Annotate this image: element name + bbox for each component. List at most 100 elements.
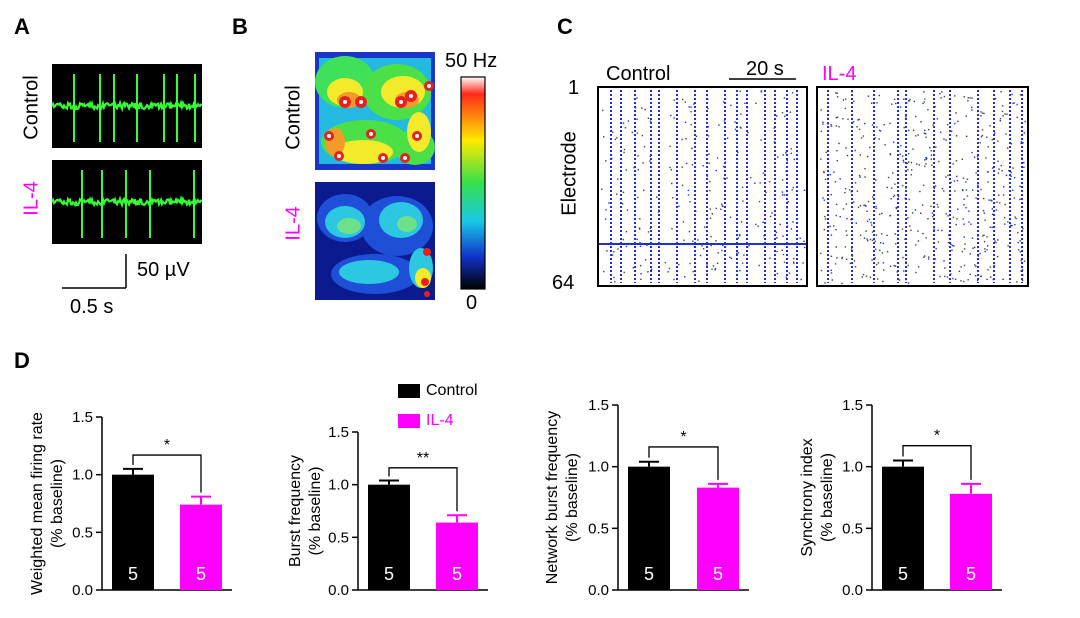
raster-spike — [616, 193, 618, 195]
raster-spike — [1005, 174, 1008, 177]
raster-spike — [961, 251, 963, 253]
raster-spike — [951, 249, 953, 251]
raster-spike — [1020, 140, 1022, 143]
raster-spike — [1012, 189, 1014, 191]
raster-spike — [747, 246, 749, 248]
raster-spike — [835, 214, 837, 217]
raster-spike — [859, 154, 861, 156]
raster-spike — [617, 248, 619, 250]
raster-spike — [820, 130, 822, 132]
raster-spike — [792, 186, 794, 189]
raster-spike — [773, 127, 775, 129]
raster-spike — [877, 278, 879, 280]
raster-spike — [925, 163, 927, 165]
raster-spike — [875, 263, 878, 266]
raster-spike — [997, 255, 999, 258]
raster-spike — [874, 240, 876, 242]
raster-spike — [668, 267, 671, 270]
raster-spike — [625, 231, 628, 233]
y-tick-label: 1.5 — [588, 397, 609, 414]
raster-spike — [866, 239, 869, 242]
raster-spike — [941, 229, 943, 232]
raster-spike — [729, 216, 732, 218]
raster-spike — [981, 134, 984, 137]
raster-spike — [702, 248, 705, 250]
raster-spike — [1012, 102, 1014, 105]
raster-spike — [870, 221, 872, 224]
raster-spike — [1002, 105, 1004, 107]
raster-spike — [968, 221, 970, 223]
raster-spike — [737, 237, 739, 239]
raster-spike — [903, 161, 905, 163]
raster-spike — [866, 155, 869, 158]
raster-spike — [923, 256, 925, 258]
raster-spike — [1010, 224, 1012, 227]
raster-spike — [838, 142, 840, 145]
raster-spike — [671, 227, 673, 230]
raster-spike — [644, 108, 646, 111]
raster-spike — [824, 215, 826, 218]
raster-spike — [833, 171, 835, 173]
raster-spike — [951, 244, 954, 247]
raster-spike — [823, 171, 825, 173]
raster-spike — [991, 167, 994, 169]
y-tick-label: 0.5 — [842, 520, 863, 537]
raster-spike — [983, 112, 985, 115]
raster-spike — [999, 202, 1001, 204]
raster-spike — [922, 102, 924, 105]
raster-spike — [902, 184, 904, 187]
bar-il4 — [180, 504, 222, 590]
raster-spike — [914, 209, 917, 211]
raster-spike — [931, 164, 933, 166]
raster-spike — [747, 131, 749, 134]
raster-spike — [967, 97, 969, 99]
raster-spike — [889, 122, 891, 125]
raster-spike — [729, 256, 731, 258]
raster-spike — [827, 146, 829, 148]
raster-spike — [869, 276, 872, 278]
raster-spike — [836, 160, 838, 162]
raster-spike — [865, 205, 867, 207]
raster-spike — [915, 115, 917, 118]
raster-spike — [869, 238, 872, 241]
raster-spike — [979, 252, 981, 255]
raster-spike — [649, 160, 651, 162]
raster-spike — [871, 224, 873, 226]
significance-label: * — [680, 429, 686, 446]
raster-spike — [917, 266, 920, 268]
y-tick-label: 1.0 — [588, 459, 609, 476]
raster-spike — [701, 245, 703, 247]
panel-c-il4-label: IL-4 — [822, 63, 857, 85]
raster-spike — [981, 112, 984, 114]
raster-spike — [1019, 185, 1021, 188]
raster-spike — [975, 197, 977, 199]
raster-spike — [1002, 278, 1004, 280]
raster-spike — [937, 241, 940, 243]
raster-spike — [1017, 241, 1019, 244]
raster-spike — [640, 278, 642, 280]
raster-spike — [717, 252, 719, 254]
raster-spike — [989, 125, 991, 127]
raster-spike — [670, 114, 672, 117]
raster-spike — [991, 200, 993, 202]
bar-control — [112, 474, 154, 590]
raster-spike — [839, 216, 841, 218]
raster-spike — [1008, 170, 1010, 172]
raster-spike — [881, 252, 884, 254]
raster-spike — [922, 232, 924, 235]
panel-c-scalebar — [729, 78, 796, 80]
raster-spike — [875, 234, 878, 236]
raster-spike — [933, 228, 935, 230]
raster-spike — [711, 213, 713, 215]
raster-spike — [689, 201, 691, 203]
raster-spike — [882, 262, 885, 264]
raster-spike — [830, 272, 833, 274]
raster-spike — [693, 103, 695, 105]
raster-spike — [871, 259, 873, 261]
raster-spike — [693, 246, 696, 248]
raster-spike — [825, 151, 827, 153]
raster-spike — [1022, 142, 1024, 144]
raster-spike — [994, 240, 996, 242]
raster-spike — [709, 217, 712, 219]
raster-spike — [962, 177, 965, 179]
